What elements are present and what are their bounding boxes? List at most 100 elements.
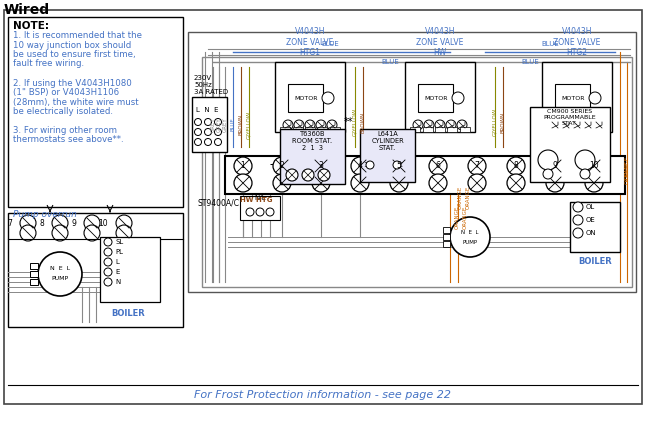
Bar bbox=[30, 263, 38, 269]
Circle shape bbox=[318, 169, 330, 181]
Text: (1" BSP) or V4043H1106: (1" BSP) or V4043H1106 bbox=[13, 88, 119, 97]
Text: For Frost Protection information - see page 22: For Frost Protection information - see p… bbox=[195, 390, 452, 400]
Bar bbox=[405, 62, 475, 132]
Circle shape bbox=[204, 138, 212, 146]
Circle shape bbox=[215, 119, 221, 125]
Bar bbox=[547, 127, 557, 132]
Text: 10: 10 bbox=[98, 219, 108, 227]
Circle shape bbox=[20, 215, 36, 231]
Text: N  E  L: N E L bbox=[50, 267, 70, 271]
Circle shape bbox=[234, 174, 252, 192]
Circle shape bbox=[594, 120, 604, 130]
Text: C: C bbox=[398, 162, 402, 168]
Text: V4043H
ZONE VALVE
HW: V4043H ZONE VALVE HW bbox=[416, 27, 464, 57]
Circle shape bbox=[468, 174, 486, 192]
Bar bbox=[188, 32, 636, 292]
Circle shape bbox=[116, 225, 132, 241]
Circle shape bbox=[302, 169, 314, 181]
Circle shape bbox=[366, 161, 374, 169]
Text: N  E  L: N E L bbox=[461, 230, 479, 235]
Text: be electrically isolated.: be electrically isolated. bbox=[13, 107, 113, 116]
Bar bbox=[418, 84, 453, 112]
Circle shape bbox=[195, 119, 201, 125]
Circle shape bbox=[585, 157, 603, 175]
Text: SL: SL bbox=[115, 239, 123, 245]
Circle shape bbox=[256, 208, 264, 216]
Circle shape bbox=[104, 268, 112, 276]
Bar bbox=[202, 57, 632, 287]
Circle shape bbox=[351, 157, 369, 175]
Circle shape bbox=[104, 238, 112, 246]
Text: 8: 8 bbox=[514, 162, 518, 170]
Circle shape bbox=[316, 120, 326, 130]
Text: ORANGE: ORANGE bbox=[625, 155, 630, 179]
Circle shape bbox=[195, 138, 201, 146]
Circle shape bbox=[204, 129, 212, 135]
Bar bbox=[443, 234, 450, 240]
Bar bbox=[30, 271, 38, 277]
Text: 10: 10 bbox=[589, 162, 599, 170]
Circle shape bbox=[573, 202, 583, 212]
Bar bbox=[542, 62, 612, 132]
Text: OE: OE bbox=[586, 217, 596, 223]
Text: CM900 SERIES
PROGRAMMABLE
STAT.: CM900 SERIES PROGRAMMABLE STAT. bbox=[543, 109, 597, 126]
Bar bbox=[288, 84, 323, 112]
Circle shape bbox=[580, 169, 590, 179]
Text: Pump overrun: Pump overrun bbox=[13, 210, 77, 219]
Circle shape bbox=[583, 120, 593, 130]
Text: 230V
50Hz
3A RATED: 230V 50Hz 3A RATED bbox=[194, 75, 228, 95]
Circle shape bbox=[104, 258, 112, 266]
Circle shape bbox=[195, 129, 201, 135]
Circle shape bbox=[429, 174, 447, 192]
Circle shape bbox=[435, 120, 445, 130]
Circle shape bbox=[273, 157, 291, 175]
Bar bbox=[225, 156, 625, 194]
Bar bbox=[443, 227, 450, 233]
Bar bbox=[275, 62, 345, 132]
Bar bbox=[100, 237, 160, 302]
Text: 7: 7 bbox=[474, 162, 479, 170]
Circle shape bbox=[246, 208, 254, 216]
Bar bbox=[530, 107, 610, 182]
Circle shape bbox=[390, 174, 408, 192]
Text: B: B bbox=[582, 155, 588, 165]
Bar bbox=[305, 127, 315, 132]
Text: G/YELLOW: G/YELLOW bbox=[492, 108, 498, 136]
Circle shape bbox=[424, 120, 434, 130]
Circle shape bbox=[104, 278, 112, 286]
Text: ORANGE: ORANGE bbox=[457, 185, 463, 208]
Text: BROWN: BROWN bbox=[501, 111, 505, 133]
Bar bbox=[330, 127, 340, 132]
Bar bbox=[360, 129, 415, 182]
Circle shape bbox=[446, 120, 456, 130]
Text: G/YELLOW: G/YELLOW bbox=[353, 108, 358, 136]
Text: E: E bbox=[115, 269, 120, 275]
Bar bbox=[572, 127, 582, 132]
Bar bbox=[280, 129, 345, 184]
Circle shape bbox=[507, 174, 525, 192]
Circle shape bbox=[20, 225, 36, 241]
Circle shape bbox=[538, 150, 558, 170]
Bar bbox=[570, 202, 620, 252]
Circle shape bbox=[294, 120, 304, 130]
Circle shape bbox=[585, 174, 603, 192]
Text: 9: 9 bbox=[553, 162, 558, 170]
Text: ST9400A/C: ST9400A/C bbox=[198, 198, 240, 207]
Text: GREY: GREY bbox=[223, 117, 228, 132]
Text: ORANGE: ORANGE bbox=[465, 185, 470, 208]
Bar bbox=[447, 127, 457, 132]
Text: fault free wiring.: fault free wiring. bbox=[13, 60, 84, 68]
Text: BOILER: BOILER bbox=[111, 309, 145, 318]
Circle shape bbox=[546, 157, 564, 175]
Bar bbox=[317, 127, 327, 132]
Text: MOTOR: MOTOR bbox=[424, 95, 448, 100]
Text: 1: 1 bbox=[241, 162, 245, 170]
Circle shape bbox=[52, 225, 68, 241]
Bar bbox=[280, 127, 290, 132]
Circle shape bbox=[273, 174, 291, 192]
Text: N-L: N-L bbox=[254, 195, 266, 201]
Circle shape bbox=[589, 92, 601, 104]
Text: PUMP: PUMP bbox=[463, 240, 477, 244]
Text: 3. For wiring other room: 3. For wiring other room bbox=[13, 126, 117, 135]
Text: BROWN: BROWN bbox=[360, 111, 366, 133]
